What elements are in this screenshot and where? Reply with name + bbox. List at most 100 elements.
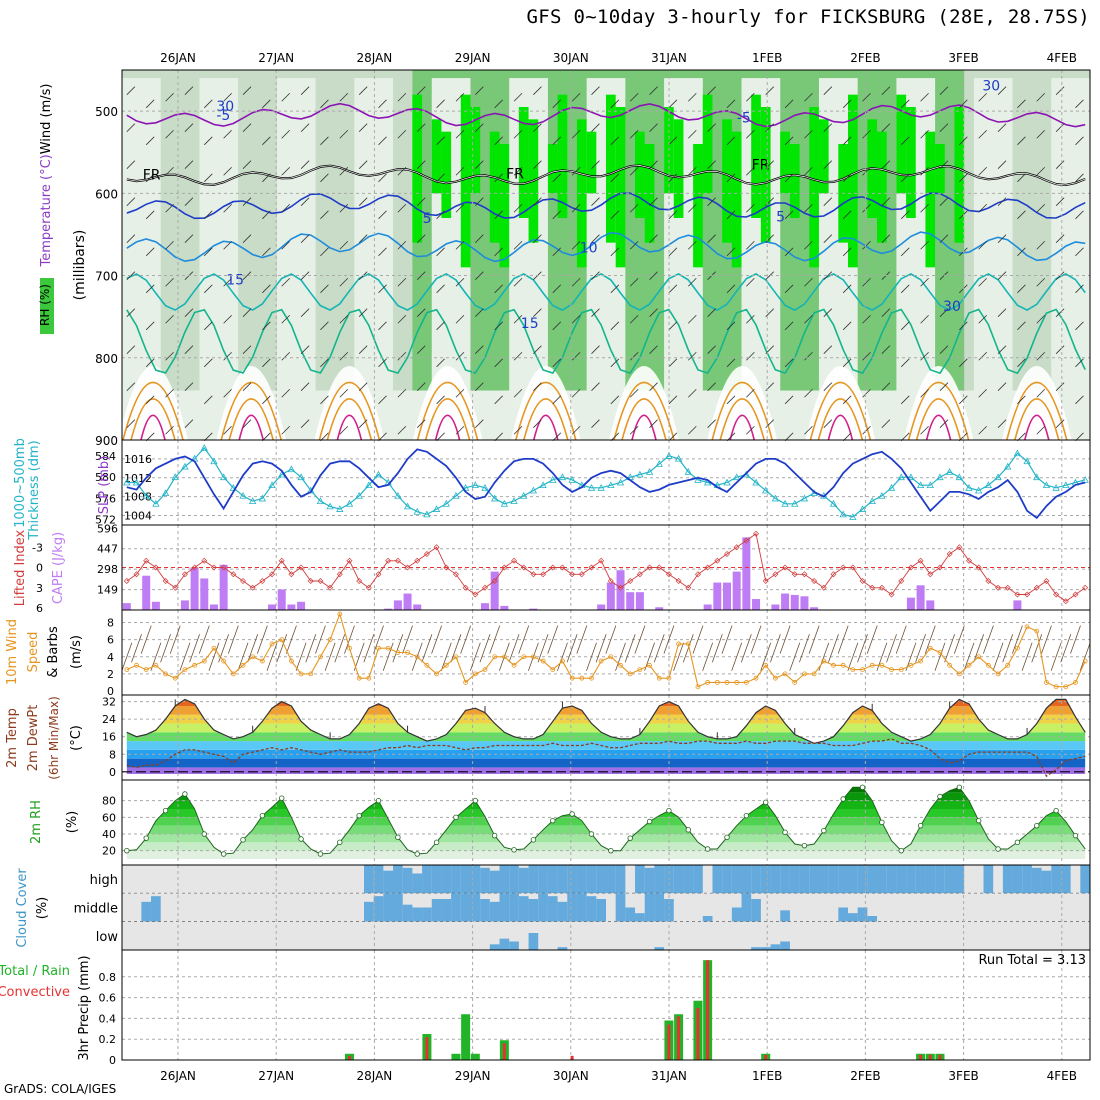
wind-barb (242, 123, 252, 132)
surface-wind-barb (537, 634, 549, 663)
cloud-clear-cell (848, 893, 859, 922)
thickness-point (984, 481, 993, 489)
wind-barb (494, 284, 503, 294)
wind-speed-point (753, 675, 759, 681)
wind-speed-point (647, 662, 652, 668)
lifted-index-point (143, 557, 150, 564)
wind-barb (513, 314, 523, 324)
wind-barb (881, 197, 891, 206)
wind-barb (900, 173, 910, 183)
wind-barb (610, 173, 620, 183)
wind-barb (687, 388, 697, 398)
rh-column (567, 70, 578, 391)
cloud-cell (151, 896, 162, 922)
wind-barb (339, 351, 349, 361)
cloud-clear-cell (160, 921, 171, 950)
cloud-cell (683, 865, 694, 894)
rh-column (151, 70, 162, 79)
rh-column-low (993, 78, 1004, 440)
surface-wind-barb (208, 642, 220, 671)
rh-column-low (451, 78, 462, 440)
warm-contour (925, 414, 952, 441)
rh-saturated (586, 131, 597, 194)
wind-barb (223, 203, 232, 213)
temp-line (126, 698, 1086, 744)
bottom-date-label-31JAN: 31JAN (651, 1069, 687, 1083)
wind-barb (494, 99, 503, 109)
wind-barb (862, 92, 871, 102)
lifted-index-point (791, 571, 798, 578)
wind-barb (1075, 136, 1084, 146)
rh-point (375, 797, 382, 804)
wind-speed-point (279, 637, 285, 643)
cloud-cell (431, 865, 442, 894)
thickness-point (500, 499, 509, 507)
rh-point (975, 817, 982, 824)
cape-bar (606, 582, 615, 610)
slp-frame (121, 439, 1091, 526)
wind-barb (145, 395, 155, 405)
warm-contour (621, 398, 667, 441)
cloud-cell (915, 865, 926, 894)
surface-wind-barb (1031, 634, 1043, 663)
wind-barb (707, 160, 716, 169)
wind-barb (939, 160, 949, 169)
contour-label-6: 5 (776, 209, 785, 225)
surface-wind-barb (460, 625, 472, 654)
wind-barb (378, 284, 387, 294)
cloud-clear-cell (944, 921, 955, 950)
wind-barb (203, 432, 213, 442)
li-tick-3: 3 (36, 582, 43, 595)
cloud-cell (625, 907, 636, 922)
cloud-clear-cell (712, 921, 723, 950)
cloud-clear-cell (964, 921, 975, 950)
precip-tick-0.6: 0.6 (99, 992, 117, 1005)
wind-barb (629, 166, 639, 176)
precip-tick-0.8: 0.8 (99, 971, 117, 984)
cloud-clear-cell (238, 921, 249, 950)
wind-barb (687, 203, 697, 213)
wind-barb (397, 240, 407, 250)
precip-label: 3hr Precip (mm) (77, 955, 92, 1060)
cape-bar (723, 582, 731, 610)
wind-barb (842, 284, 852, 294)
surface-wind-barb (731, 642, 743, 671)
wind-barb (533, 86, 542, 95)
wind-barb (184, 308, 194, 317)
precip-total-bar (451, 1053, 461, 1060)
profile-tick-900: 900 (95, 434, 118, 448)
contour-label-9: 15 (521, 316, 539, 332)
wind-barb (126, 197, 136, 206)
rh-saturated (896, 94, 907, 194)
cloud-cell (393, 865, 404, 894)
wind-barb (571, 351, 581, 361)
rh-column (586, 70, 597, 79)
rh-point (259, 812, 266, 819)
lifted-index-point (801, 571, 808, 578)
warm-contour (523, 398, 569, 441)
cloud-cell (460, 865, 471, 894)
rh-column-low (480, 390, 491, 440)
wind-barb (978, 166, 987, 176)
precip-tick-0: 0 (109, 1054, 116, 1067)
rh-column (1012, 70, 1023, 391)
contour-label-8: 15 (226, 273, 244, 289)
wind-speed-point (540, 658, 546, 664)
surface-wind-barb (421, 634, 433, 663)
wind-barb (997, 308, 1007, 317)
cloud-clear-cell (286, 865, 297, 894)
rh-column (615, 70, 626, 79)
cloud-clear-cell (780, 893, 791, 922)
cloud-cell (528, 933, 539, 950)
rh-point (240, 837, 246, 843)
rh-column-low (606, 78, 617, 440)
wind-barb (687, 240, 697, 250)
warm-contour (1024, 414, 1050, 441)
thickness-point (161, 489, 170, 497)
thickness-point (684, 468, 692, 475)
temperature-label: Temperature (°C) (39, 154, 54, 267)
wind-barb (610, 321, 620, 331)
thickness-point (345, 499, 354, 507)
cloud-units-label: (%) (35, 897, 50, 920)
cloud-cell (1031, 867, 1043, 894)
